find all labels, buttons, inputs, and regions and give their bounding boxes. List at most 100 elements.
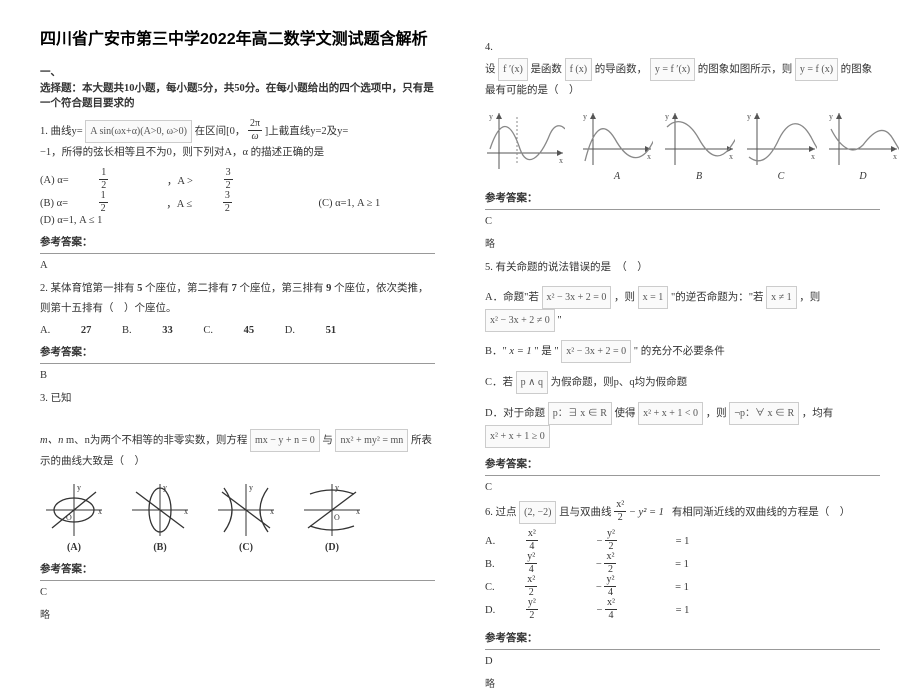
svg-text:y: y [489,112,493,121]
q3-graph-A: x y O (A) [40,480,108,553]
ans-underline-6 [485,649,880,650]
column-left: 四川省广安市第三中学2022年高二数学文测试题含解析 一、 选择题：本大题共10… [0,0,460,651]
q4-graph-C: x y C [745,109,817,182]
page-title: 四川省广安市第三中学2022年高二数学文测试题含解析 [40,30,435,51]
section-desc: 选择题：本大题共10小题，每小题5分，共50分。在每小题给出的四个选项中，只有是… [40,83,434,110]
q4-c: 是函数 [530,64,562,75]
q3-lue: 略 [40,606,435,621]
q4-A-path [585,129,653,161]
q6-lue: 略 [485,675,880,690]
answer-label-1: 参考答案： [40,234,435,249]
svg-text:y: y [583,112,587,121]
q4-graph-B: x y B [663,109,735,182]
ans-underline-3 [40,580,435,581]
q1-txt-c: ]上截直线y=2及y= [265,126,349,137]
frac-half-1: 12 [99,168,136,191]
svg-text:y: y [747,112,751,121]
svg-text:y: y [163,483,167,492]
q5Ad: ，则 [799,292,820,303]
frac-half-2: 12 [99,191,136,214]
q5Ax1: x = 1 [638,286,669,309]
q6Cx: x²2 [525,575,565,598]
lblC2: C. [203,325,213,336]
q4-f: f (x) [565,58,593,81]
q4-lblD: D [859,171,866,182]
q4-svg-A: x y [581,109,653,169]
section-number: 一、 [40,67,61,78]
frac-3h-1: 32 [224,168,261,191]
svg-text:x: x [811,152,815,161]
q5-C: C．若 p ∧ q 为假命题，则p、q均为假命题 [485,371,880,394]
answer-label-5: 参考答案： [485,456,880,471]
q5Bx1: x = 1 [509,346,531,357]
q3-and: 与 [322,435,333,446]
q3-lblD: (D) [325,542,339,553]
q6B: B. y²4 − x²2 = 1 [485,553,689,576]
q4-lblA: A [614,171,620,182]
q3-svg-C: x y [212,480,280,540]
svg-text:x: x [893,152,897,161]
q4-graphs: x y x y A [485,109,880,182]
question-2: 2. 某体育馆第一排有 5 个座位，第二排有 7 个座位，第三排有 9 个座位，… [40,279,435,319]
question-1: 1. 曲线y= A sin(ωx+α)(A>0, ω>0) 在区间[0， 2πω… [40,120,435,163]
q2-5: 5 [137,283,142,294]
lblA6: A. [485,536,495,547]
q2-b: 个座位，第二排有 [145,283,229,294]
q1-choices: (A) α= 12 ，A > 32 (B) α= 12 ，A ≤ 32 (C) … [40,169,435,226]
q6A: A. x²4 − y²2 = 1 [485,530,689,553]
q1-txt-a: 1. 曲线y= [40,126,83,137]
q5Ae: " [557,315,561,326]
ans-underline-1 [40,253,435,254]
q3-graph-B: x y (B) [126,480,194,553]
svg-text:y: y [829,112,833,121]
q6Ay: y²2 [605,529,645,552]
q5Dd: ，均有 [802,408,834,419]
q3-lblC: (C) [239,542,253,553]
q6-hyp-x: x²2 [614,500,626,523]
svg-text:y: y [665,112,669,121]
q2-answer: B [40,370,435,381]
q4-yfp: y = f ′(x) [650,58,695,81]
q5Db: 使得 [615,408,636,419]
q3-mn: m、n [40,435,63,446]
q5Cb: 为假命题，则p、q均为假命题 [551,377,688,388]
q6By: x²2 [604,552,644,575]
svg-text:x: x [184,507,188,516]
q2B: B. 33 [122,325,173,336]
ans-underline-5 [485,475,880,476]
q3-a: 3. 已知 [40,393,72,404]
answer-label-6: 参考答案： [485,630,880,645]
q5Dp: p：∃ x ∈ R [548,402,612,425]
q6Cy: y²4 [604,575,644,598]
q5Ba: B．" [485,346,507,357]
q6-choices: A. x²4 − y²2 = 1 B. y²4 − x²2 = 1 C. x²2… [485,530,880,622]
q1-opt-D: (D) α=1, A ≤ 1 [40,215,102,226]
q3-graph-C: x y (C) [212,480,280,553]
q6a: 6. 过点 [485,507,517,518]
q1-opt-C: (C) α=1, A ≥ 1 [318,198,380,209]
q5Ca: C．若 [485,377,513,388]
q6c: 有相同渐近线的双曲线的方程是（ ） [672,507,851,518]
svg-text:x: x [270,507,274,516]
svg-text:y: y [249,483,253,492]
q5-answer: C [485,482,880,493]
q5Deq2: x² + x + 1 ≥ 0 [485,425,550,448]
q5Da: D．对于命题 [485,408,545,419]
lblB6: B. [485,559,495,570]
svg-text:x: x [356,507,360,516]
q6pt: (2, −2) [519,501,556,524]
q5Deq1: x² + x + 1 < 0 [638,402,703,425]
q5-D: D．对于命题 p：∃ x ∈ R 使得 x² + x + 1 < 0 ，则 ¬p… [485,402,880,448]
q6Dx: y²2 [526,598,566,621]
q3-svg-B: x y [126,480,194,540]
q1-opt-A: (A) α= 12 ，A > 32 [40,169,289,192]
exam-page: 四川省广安市第三中学2022年高二数学文测试题含解析 一、 选择题：本大题共10… [0,0,920,651]
q4-svg-main: x y [485,109,565,173]
svg-text:O: O [66,513,72,522]
q4-num: 4. [485,42,493,53]
q3-b: m、n为两个不相等的非零实数，则方程 [66,435,247,446]
q3-lblA: (A) [67,542,81,553]
q4-svg-B: x y [663,109,735,169]
q6Dy: x²4 [605,598,645,621]
section-heading: 一、 选择题：本大题共10小题，每小题5分，共50分。在每小题给出的四个选项中，… [40,65,435,112]
